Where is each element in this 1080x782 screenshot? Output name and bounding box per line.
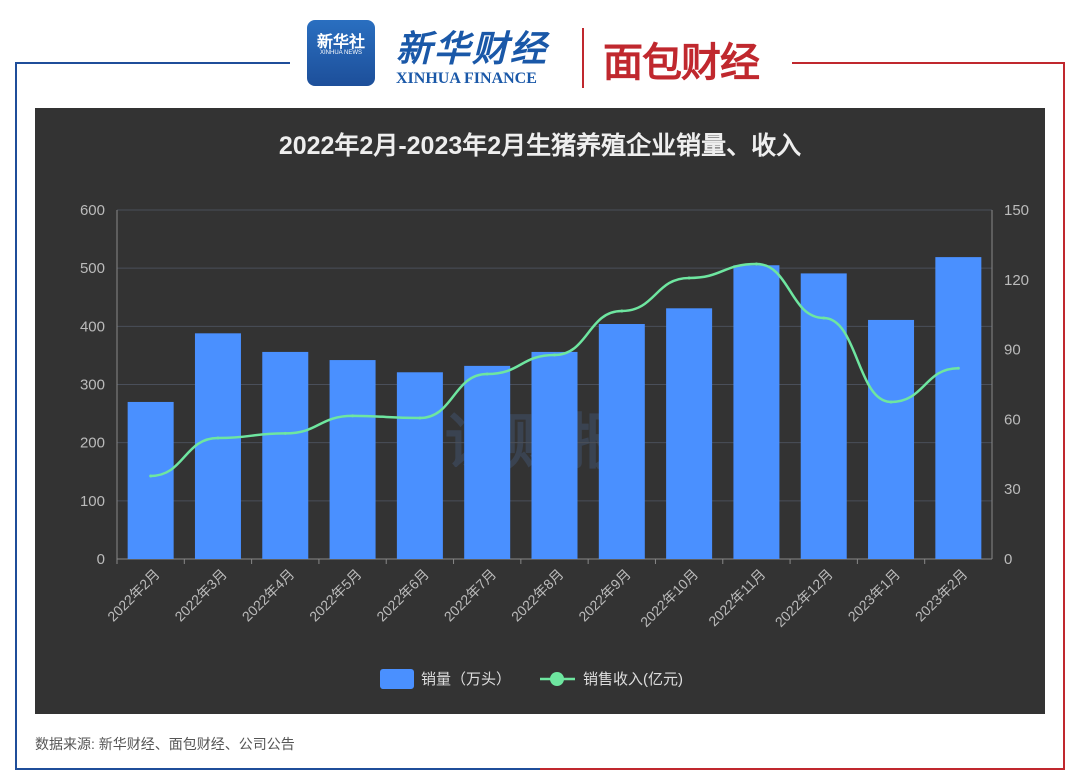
revenue-point: [553, 353, 556, 357]
legend-bar-label: 销量（万头）: [421, 671, 511, 688]
x-tick-label: 2022年11月: [705, 566, 768, 629]
left-tick-label: 100: [80, 493, 105, 510]
x-tick-label: 2023年1月: [845, 566, 904, 625]
legend-line-label: 销售收入(亿元): [583, 671, 683, 688]
x-tick-label: 2022年8月: [508, 566, 567, 625]
left-tick-label: 200: [80, 435, 105, 452]
bar: [531, 351, 578, 559]
bar: [800, 273, 847, 559]
x-tick-label: 2022年4月: [239, 566, 298, 625]
xinhua-finance-logo: 新华财经 XINHUA FINANCE: [396, 20, 556, 88]
logo-subtext: XINHUA FINANCE: [396, 70, 537, 87]
revenue-point: [418, 416, 422, 420]
revenue-point: [687, 276, 691, 280]
revenue-point: [283, 431, 287, 435]
logo-text: 新华财经: [396, 28, 549, 70]
revenue-point: [754, 262, 758, 266]
frame-bottom-right: [540, 768, 1065, 770]
frame-right: [1063, 62, 1065, 770]
frame-top-left: [15, 62, 290, 64]
frame-bottom-left: [15, 768, 555, 770]
logo-text: 新华社: [316, 34, 365, 51]
bar: [733, 265, 780, 559]
bar: [194, 333, 241, 559]
chart: 2022年2月-2023年2月生猪养殖企业销量、收入读财报01002003004…: [80, 131, 1029, 689]
right-tick-label: 90: [1004, 342, 1021, 359]
x-tick-label: 2022年9月: [575, 566, 634, 625]
right-tick-label: 30: [1004, 481, 1021, 498]
x-tick-label: 2022年5月: [306, 566, 365, 625]
right-tick-label: 150: [1004, 202, 1029, 219]
bar: [396, 372, 443, 559]
bar: [127, 401, 174, 559]
chart-panel: 2022年2月-2023年2月生猪养殖企业销量、收入读财报01002003004…: [35, 108, 1045, 714]
revenue-point: [485, 372, 489, 376]
x-tick-label: 2022年2月: [104, 566, 163, 625]
bar: [666, 308, 713, 559]
frame-left: [15, 62, 17, 770]
revenue-line: [150, 262, 959, 478]
bar: [329, 360, 376, 559]
bar: [868, 319, 915, 559]
logo-subtext: XINHUA NEWS: [319, 50, 362, 56]
mianbao-finance-logo: 面包财经: [603, 41, 760, 85]
revenue-point: [216, 436, 220, 440]
revenue-point: [351, 414, 355, 418]
left-tick-label: 300: [80, 377, 105, 394]
left-tick-label: 600: [80, 202, 105, 219]
right-tick-label: 120: [1004, 272, 1029, 289]
source-note: 数据来源: 新华财经、面包财经、公司公告: [35, 736, 295, 752]
legend-bar-swatch: [380, 669, 414, 689]
revenue-point: [149, 474, 153, 478]
bar: [935, 257, 982, 559]
bar: [464, 365, 511, 559]
x-tick-label: 2022年10月: [637, 566, 701, 630]
right-tick-label: 60: [1004, 411, 1021, 428]
right-tick-label: 0: [1004, 551, 1012, 568]
x-tick-label: 2022年7月: [441, 566, 500, 625]
revenue-point: [889, 400, 893, 404]
xinhua-news-logo: 新华社 XINHUA NEWS: [307, 20, 375, 86]
bar: [262, 351, 309, 559]
chart-title: 2022年2月-2023年2月生猪养殖企业销量、收入: [279, 131, 801, 160]
x-tick-label: 2022年3月: [171, 566, 230, 625]
bar: [598, 324, 645, 559]
x-tick-label: 2022年12月: [772, 566, 836, 630]
left-tick-label: 500: [80, 260, 105, 277]
left-tick-label: 0: [97, 551, 105, 568]
legend-line-marker: [550, 672, 564, 686]
logo-separator: [582, 28, 584, 88]
x-tick-label: 2023年2月: [912, 566, 971, 625]
revenue-point: [956, 366, 960, 370]
revenue-point: [620, 309, 624, 313]
frame-top-right: [792, 62, 1065, 64]
revenue-point: [822, 316, 826, 320]
x-tick-label: 2022年6月: [373, 566, 432, 625]
left-tick-label: 400: [80, 318, 105, 335]
